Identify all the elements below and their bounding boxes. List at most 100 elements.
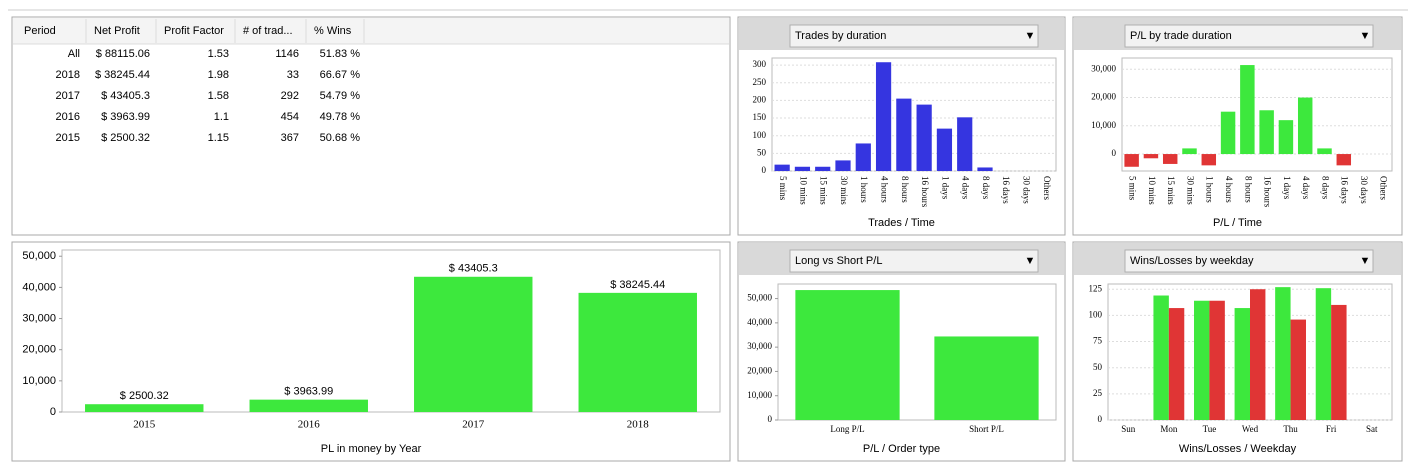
table-cell: 2017 [56, 90, 80, 102]
x-tick-label: Wed [1242, 424, 1259, 434]
y-tick-label: 30,000 [1091, 63, 1116, 73]
bar [1153, 295, 1169, 420]
y-tick-label: 20,000 [1091, 92, 1116, 102]
table-cell: 1.98 [208, 69, 229, 81]
bar [1315, 288, 1332, 420]
bar [794, 166, 811, 171]
value-label: $ 2500.32 [120, 390, 169, 402]
x-tick-label: 16 days [1001, 176, 1011, 204]
x-tick-label: 5 mins [1128, 176, 1138, 201]
y-tick-label: 10,000 [747, 390, 772, 400]
bar [1317, 148, 1332, 155]
bar [896, 98, 912, 171]
y-tick-label: 300 [753, 59, 767, 69]
x-tick-label: 10 mins [1147, 176, 1157, 205]
x-tick-label: 8 hours [900, 176, 910, 203]
y-tick-label: 0 [1112, 148, 1117, 158]
x-tick-label: 4 hours [1224, 176, 1234, 203]
y-tick-label: 30,000 [22, 312, 56, 324]
x-tick-label: 8 days [1320, 176, 1330, 200]
table-cell: 33 [287, 69, 299, 81]
x-tick-label: 16 hours [1263, 176, 1273, 208]
table-cell: 54.79 % [320, 90, 361, 102]
table-cell: 2015 [56, 132, 80, 144]
x-tick-label: Others [1042, 176, 1052, 200]
dropdown-arrow[interactable]: ▼ [1025, 255, 1036, 267]
table-cell: 1.53 [208, 48, 229, 60]
y-tick-label: 0 [762, 165, 767, 175]
table-cell: 1146 [275, 48, 299, 60]
table-cell: 292 [281, 90, 299, 102]
chart-selector[interactable] [789, 24, 1039, 48]
y-tick-label: 50,000 [22, 250, 56, 262]
bar [815, 166, 831, 171]
value-label: $ 38245.44 [610, 279, 665, 291]
bar [795, 290, 900, 420]
table-cell: All [68, 48, 80, 60]
x-axis-title: Trades / Time [868, 217, 935, 229]
table-cell: 51.83 % [320, 48, 361, 60]
bar [1275, 287, 1291, 420]
chart-selector[interactable] [1124, 249, 1374, 273]
y-tick-label: 10,000 [22, 375, 56, 387]
x-tick-label: 2016 [298, 419, 321, 431]
x-tick-label: 1 days [1282, 176, 1292, 200]
chart-selector-label[interactable]: Trades by duration [795, 30, 886, 42]
x-tick-label: Fri [1326, 424, 1337, 434]
x-tick-label: Tue [1203, 424, 1217, 434]
bar [1209, 300, 1225, 420]
table-cell: $ 3963.99 [101, 111, 150, 123]
y-tick-label: 25 [1093, 388, 1103, 398]
chart-selector-label[interactable]: P/L by trade duration [1130, 30, 1232, 42]
table-cell: 1.58 [208, 90, 229, 102]
x-tick-label: Sun [1121, 424, 1136, 434]
bar [1194, 300, 1210, 420]
table-cell: 454 [281, 111, 299, 123]
chart-selector-label[interactable]: Long vs Short P/L [795, 255, 882, 267]
table-cell: 50.68 % [320, 132, 361, 144]
x-tick-label: 8 days [981, 176, 991, 200]
stats-table-panel [11, 16, 731, 236]
x-tick-label: 30 days [1022, 176, 1032, 204]
bar [1182, 148, 1197, 155]
bar [1278, 120, 1294, 155]
y-tick-label: 0 [1098, 414, 1103, 424]
chart-selector-label[interactable]: Wins/Losses by weekday [1130, 255, 1254, 267]
x-tick-label: 1 hours [859, 176, 869, 203]
bar [1336, 154, 1352, 166]
bar [1162, 154, 1178, 164]
bar [977, 167, 993, 171]
x-axis-title: P/L / Time [1213, 217, 1262, 229]
y-tick-label: 250 [753, 77, 767, 87]
x-tick-label: 30 days [1359, 176, 1369, 204]
table-header-cell: % Wins [314, 25, 352, 37]
x-tick-label: 2017 [462, 419, 485, 431]
y-tick-label: 100 [753, 130, 767, 140]
y-tick-label: 10,000 [1091, 120, 1116, 130]
x-tick-label: 2018 [627, 419, 650, 431]
x-tick-label: Others [1378, 176, 1388, 200]
y-tick-label: 125 [1089, 283, 1103, 293]
y-tick-label: 40,000 [747, 317, 772, 327]
x-tick-label: Long P/L [830, 424, 864, 434]
chart-selector[interactable] [1124, 24, 1374, 48]
x-tick-label: 15 mins [819, 176, 829, 205]
x-tick-label: Thu [1283, 424, 1298, 434]
bar [774, 164, 790, 171]
y-tick-label: 50 [757, 147, 767, 157]
x-tick-label: 30 mins [1185, 176, 1195, 205]
chart-selector[interactable] [789, 249, 1039, 273]
table-cell: $ 2500.32 [101, 132, 150, 144]
y-tick-label: 200 [753, 94, 767, 104]
table-header-cell: Period [24, 25, 56, 37]
table-header-cell: Profit Factor [164, 25, 224, 37]
bar [957, 117, 973, 171]
table-header-bg [13, 18, 729, 44]
dropdown-arrow[interactable]: ▼ [1360, 255, 1371, 267]
dropdown-arrow[interactable]: ▼ [1360, 30, 1371, 42]
table-cell: 1.15 [208, 132, 229, 144]
value-label: $ 43405.3 [449, 263, 498, 275]
dropdown-arrow[interactable]: ▼ [1025, 30, 1036, 42]
bar [414, 276, 533, 412]
x-tick-label: 4 days [961, 176, 971, 200]
